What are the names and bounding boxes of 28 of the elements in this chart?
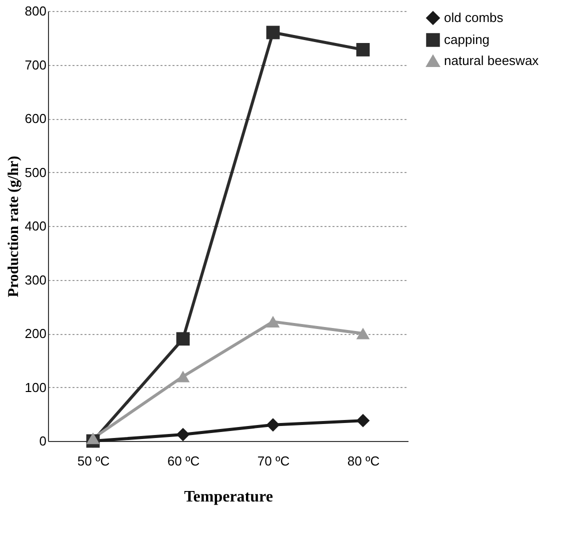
x-tick-label: 50 ºC [77, 454, 110, 468]
y-tick-label: 0 [39, 434, 46, 448]
y-axis-title: Production rate (g/hr) [6, 156, 22, 298]
y-tick-label: 700 [24, 57, 46, 72]
x-tick-label: 80 ºC [347, 454, 380, 468]
point [176, 332, 190, 346]
point [266, 418, 280, 432]
y-tick-label: 100 [24, 380, 46, 395]
point [86, 432, 100, 444]
point [266, 26, 280, 40]
y-tick-label: 800 [24, 4, 46, 18]
legend-label: natural beeswax [444, 53, 540, 68]
y-tick-label: 500 [24, 164, 46, 180]
x-axis-title: Temperature [184, 488, 273, 506]
legend-label: capping [444, 32, 490, 47]
y-tick-label: 200 [24, 326, 46, 341]
point [356, 328, 370, 340]
y-tick-label: 300 [24, 272, 46, 288]
y-tick-label: 400 [24, 218, 46, 234]
point [356, 42, 370, 56]
point [266, 316, 280, 328]
point [356, 414, 370, 428]
point [176, 428, 190, 442]
x-tick-label: 70 ºC [257, 454, 290, 468]
legend-label: old combs [444, 10, 504, 25]
y-tick-label: 600 [24, 111, 46, 126]
point [176, 370, 190, 382]
x-tick-label: 60 ºC [167, 454, 200, 468]
